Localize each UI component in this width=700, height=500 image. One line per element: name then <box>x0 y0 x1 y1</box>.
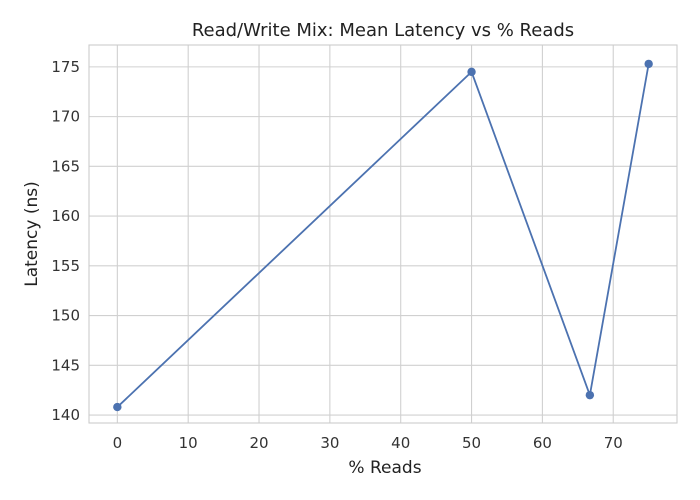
x-tick-label: 40 <box>391 434 410 452</box>
x-axis-label: % Reads <box>348 458 421 478</box>
x-tick-label: 60 <box>533 434 552 452</box>
y-axis-label: Latency (ns) <box>22 181 42 287</box>
y-tick-label: 170 <box>51 108 80 126</box>
data-point <box>585 390 595 400</box>
x-tick-label: 0 <box>113 434 123 452</box>
y-tick-label: 160 <box>51 207 80 225</box>
y-tick-label: 175 <box>51 58 80 76</box>
x-tick-label: 30 <box>320 434 339 452</box>
chart-title: Read/Write Mix: Mean Latency vs % Reads <box>192 20 574 41</box>
y-tick-label: 150 <box>51 307 80 325</box>
grid-lines <box>89 45 677 423</box>
x-tick-label: 20 <box>249 434 268 452</box>
tick-labels: 0 10 20 30 40 50 60 70 140 145 150 155 160 165 170 175 <box>51 58 622 452</box>
data-point <box>113 402 122 412</box>
y-tick-label: 165 <box>51 157 80 175</box>
series-layer <box>113 59 653 412</box>
data-point <box>644 59 653 69</box>
x-tick-label: 10 <box>179 434 198 452</box>
y-tick-label: 140 <box>51 406 80 424</box>
plot-frame <box>88 44 678 424</box>
y-tick-label: 145 <box>51 356 80 374</box>
y-tick-label: 155 <box>51 257 80 275</box>
x-tick-label: 50 <box>462 434 481 452</box>
x-tick-label: 70 <box>604 434 623 452</box>
series-line <box>116 63 650 408</box>
data-point <box>467 67 476 77</box>
